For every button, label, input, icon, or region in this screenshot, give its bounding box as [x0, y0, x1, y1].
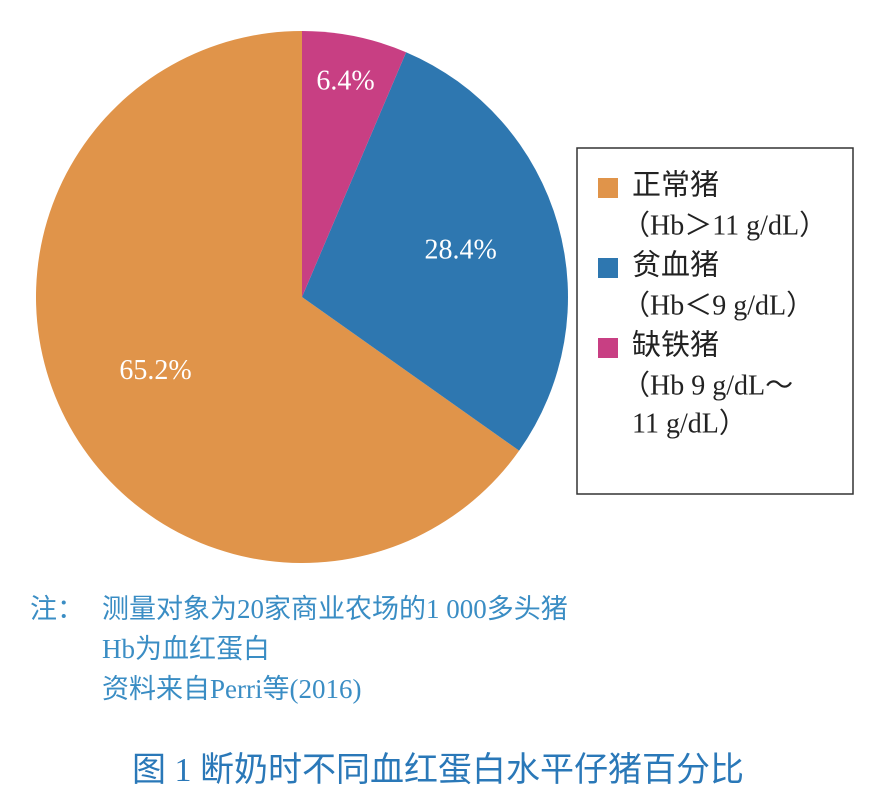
slice-label: 6.4%	[316, 66, 374, 97]
legend-swatch	[598, 258, 618, 278]
caption: 图 1 断奶时不同血红蛋白水平仔猪百分比	[132, 751, 744, 789]
legend-note: （Hb＜9 g/dL）	[622, 289, 814, 321]
legend-swatch	[598, 338, 618, 358]
legend-label: 缺铁猪	[632, 329, 719, 362]
legend-label: 正常猪	[632, 169, 719, 202]
legend-label: 贫血猪	[632, 249, 719, 282]
slice-label: 65.2%	[119, 355, 191, 386]
legend-note: 11 g/dL）	[632, 407, 747, 439]
slice-label: 28.4%	[424, 234, 496, 265]
note-line: 测量对象为20家商业农场的1 000多头猪	[102, 594, 568, 624]
note-line: 资料来自Perri等(2016)	[102, 674, 361, 704]
note-prefix: 注：	[30, 594, 84, 624]
legend-note: （Hb＞11 g/dL）	[622, 209, 827, 241]
legend-note: （Hb 9 g/dL～	[622, 369, 793, 401]
pie-slice	[302, 31, 407, 297]
legend-swatch	[598, 178, 618, 198]
legend-box	[576, 147, 854, 495]
pie-slice	[36, 31, 520, 563]
pie-slice	[302, 52, 568, 451]
note-line: Hb为血红蛋白	[102, 634, 270, 664]
